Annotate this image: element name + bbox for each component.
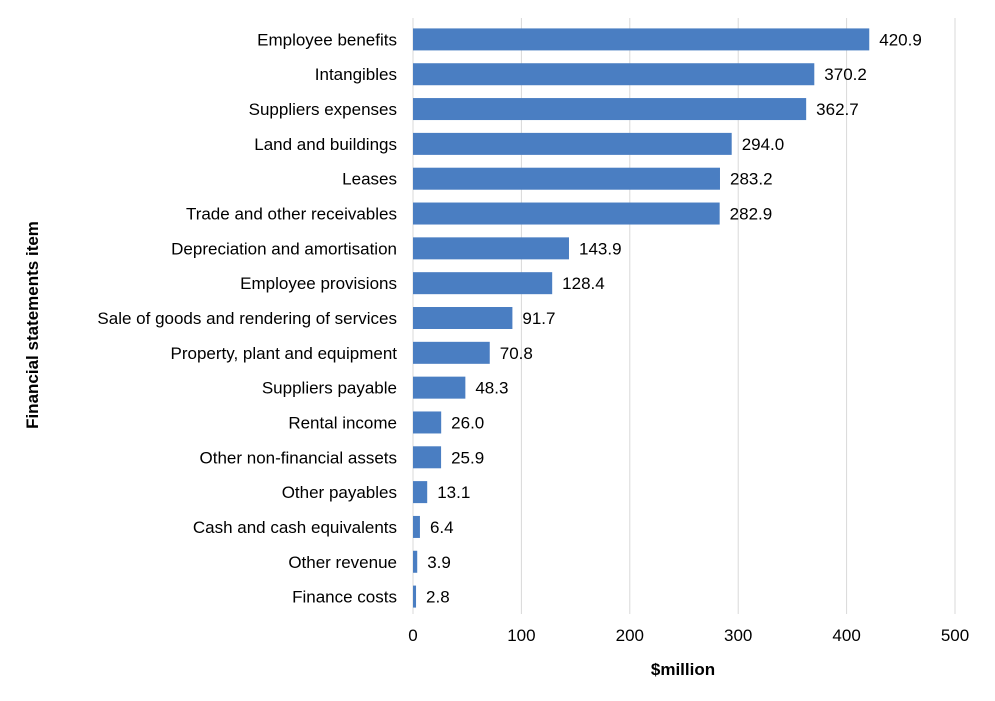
data-label: 25.9 xyxy=(451,448,484,467)
bar xyxy=(413,446,442,469)
category-label: Other payables xyxy=(282,483,397,502)
x-tick-label: 400 xyxy=(832,626,860,645)
category-label: Property, plant and equipment xyxy=(171,344,398,363)
bar xyxy=(413,585,417,608)
data-label: 91.7 xyxy=(522,309,555,328)
bar xyxy=(413,481,428,504)
bar xyxy=(413,411,442,434)
category-label: Cash and cash equivalents xyxy=(193,518,397,537)
category-label: Sale of goods and rendering of services xyxy=(97,309,397,328)
y-axis-title: Financial statements item xyxy=(23,221,42,429)
bar xyxy=(413,341,490,364)
data-label: 70.8 xyxy=(500,344,533,363)
bar xyxy=(413,167,720,190)
category-label: Suppliers payable xyxy=(262,379,397,398)
data-label: 2.8 xyxy=(426,588,450,607)
category-label: Employee benefits xyxy=(257,30,397,49)
x-tick-label: 500 xyxy=(941,626,969,645)
x-tick-label: 0 xyxy=(408,626,417,645)
bar xyxy=(413,28,870,51)
category-label: Intangibles xyxy=(315,65,397,84)
bars xyxy=(413,28,870,608)
category-label: Leases xyxy=(342,170,397,189)
category-label: Land and buildings xyxy=(254,135,397,154)
category-labels: Employee benefits Intangibles Suppliers ex… xyxy=(97,30,397,606)
bar xyxy=(413,272,553,295)
x-tick-label: 200 xyxy=(616,626,644,645)
data-label: 294.0 xyxy=(742,135,785,154)
bar xyxy=(413,550,418,573)
x-tick-label: 100 xyxy=(507,626,535,645)
category-label: Trade and other receivables xyxy=(186,205,397,224)
bar xyxy=(413,376,466,399)
bar xyxy=(413,63,815,86)
bar xyxy=(413,132,732,155)
data-label: 420.9 xyxy=(879,30,922,49)
x-tick-label: 300 xyxy=(724,626,752,645)
data-label: 362.7 xyxy=(816,100,859,119)
category-label: Other non-financial assets xyxy=(200,448,398,467)
data-label: 48.3 xyxy=(475,379,508,398)
category-label: Employee provisions xyxy=(240,274,397,293)
data-label: 3.9 xyxy=(427,553,451,572)
value-labels: 420.9 370.2 362.7 294.0 283.2 282.9 143.9 128.4… xyxy=(426,30,922,606)
data-label: 13.1 xyxy=(437,483,470,502)
bar xyxy=(413,515,420,538)
category-label: Finance costs xyxy=(292,588,397,607)
data-label: 370.2 xyxy=(824,65,867,84)
category-label: Suppliers expenses xyxy=(249,100,397,119)
bar xyxy=(413,202,720,225)
bar xyxy=(413,307,513,329)
data-label: 143.9 xyxy=(579,239,622,258)
category-label: Rental income xyxy=(288,413,397,432)
data-label: 6.4 xyxy=(430,518,454,537)
data-label: 26.0 xyxy=(451,413,484,432)
bar xyxy=(413,237,569,260)
data-label: 283.2 xyxy=(730,170,773,189)
bar xyxy=(413,98,807,121)
data-label: 282.9 xyxy=(730,205,773,224)
category-label: Depreciation and amortisation xyxy=(171,239,397,258)
x-tick-labels: 0 100 200 300 400 500 xyxy=(408,626,969,645)
data-label: 128.4 xyxy=(562,274,605,293)
x-axis-title: $million xyxy=(651,660,715,679)
category-label: Other revenue xyxy=(288,553,397,572)
